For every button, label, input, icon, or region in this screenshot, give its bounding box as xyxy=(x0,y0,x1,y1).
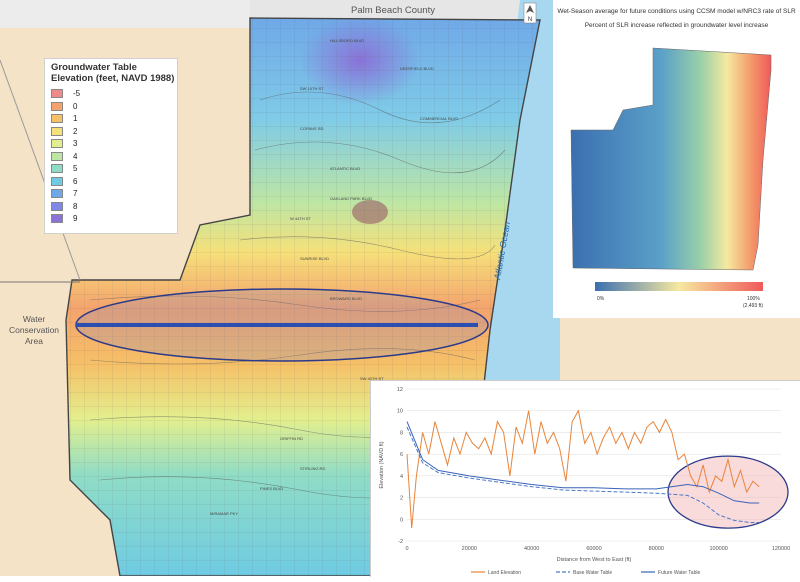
legend-label: 6 xyxy=(73,176,78,186)
legend-label: 0 xyxy=(73,101,78,111)
legend-swatch xyxy=(51,126,63,136)
legend-label: 8 xyxy=(73,201,78,211)
road-label: SW 10TH ST xyxy=(300,86,324,91)
x-tick-label: 100000 xyxy=(709,546,727,552)
series-line xyxy=(406,421,760,504)
legend-entry: 5 xyxy=(51,164,161,174)
y-tick-label: 4 xyxy=(400,474,403,480)
legend-label: -5 xyxy=(73,89,81,98)
legend: Groundwater Table Elevation (feet, NAVD … xyxy=(44,58,178,234)
y-tick-label: 2 xyxy=(400,496,403,502)
legend-entry: 6 xyxy=(51,176,161,187)
legend-entry: 4 xyxy=(51,151,161,162)
inset-title-2: Percent of SLR increase reflected in gro… xyxy=(584,22,769,29)
road-label: COPANS RD xyxy=(300,126,324,131)
conservation-label-2: Conservation xyxy=(9,325,59,335)
scale-max-label: 100% xyxy=(747,296,760,302)
inset-color-scale xyxy=(595,282,763,291)
x-tick-label: 80000 xyxy=(649,546,664,552)
x-tick-label: 40000 xyxy=(524,546,539,552)
x-tick-label: 60000 xyxy=(586,546,601,552)
road-label: ATLANTIC BLVD xyxy=(330,166,360,171)
series-line xyxy=(406,409,760,529)
y-tick-label: 8 xyxy=(400,430,403,436)
road-label: PINES BLVD xyxy=(260,486,283,491)
legend-swatch xyxy=(51,176,63,186)
legend-label: 9 xyxy=(73,214,78,223)
legend-label: 2 xyxy=(73,126,78,136)
road-label: OAKLAND PARK BLVD xyxy=(330,196,372,201)
legend-swatch xyxy=(51,89,63,98)
legend-entry: -5 xyxy=(51,89,161,99)
y-tick-label: 6 xyxy=(400,452,403,458)
legend-title: Groundwater Table Elevation (feet, NAVD … xyxy=(51,62,175,84)
inset-title-1: Wet-Season average for future conditions… xyxy=(557,8,796,15)
legend-label: Future Water Table xyxy=(658,570,700,576)
legend-label: Base Water Table xyxy=(573,570,612,576)
x-tick-label: 20000 xyxy=(462,546,477,552)
legend-label: 7 xyxy=(73,189,78,198)
legend-entry: 0 xyxy=(51,101,161,112)
legend-entry: 9 xyxy=(51,214,161,224)
road-label: GRIFFIN RD xyxy=(280,436,303,441)
inset-map[interactable]: 0% 100% (2.493 ft) xyxy=(553,0,800,318)
legend-swatch xyxy=(51,151,63,161)
legend-swatch xyxy=(51,114,63,123)
inset-panel: Wet-Season average for future conditions… xyxy=(553,0,800,318)
road-labels: HILLSBORO BLVD SW 10TH ST DEERFIELD BLVD CO… xyxy=(210,38,458,516)
county-label: Palm Beach County xyxy=(351,5,435,16)
legend-label: 1 xyxy=(73,114,78,123)
road-label: COMMERCIAL BLVD xyxy=(420,116,458,121)
road-label: BROWARD BLVD xyxy=(330,296,362,301)
legend-swatch xyxy=(51,139,63,148)
legend-label: 5 xyxy=(73,164,78,173)
road-label: STIRLING RD xyxy=(300,466,325,471)
road-label: SUNRISE BLVD xyxy=(300,256,329,261)
palm-beach-county-area xyxy=(250,0,550,20)
road-label: W 44TH ST xyxy=(290,216,311,221)
x-tick-label: 0 xyxy=(405,546,408,552)
legend-entry: 1 xyxy=(51,114,161,124)
y-axis-label: Elevation (NAVD ft) xyxy=(379,441,385,488)
north-arrow-icon: N xyxy=(523,2,537,24)
road-label: DEERFIELD BLVD xyxy=(400,66,434,71)
y-tick-label: -2 xyxy=(398,539,403,545)
y-tick-label: 10 xyxy=(397,409,403,415)
legend-swatch xyxy=(51,214,63,223)
legend-label: 3 xyxy=(73,139,78,148)
legend-entry: 8 xyxy=(51,201,161,212)
scale-max-sublabel: (2.493 ft) xyxy=(743,303,763,309)
y-tick-label: 0 xyxy=(400,517,403,523)
legend-label: Land Elevation xyxy=(488,570,521,576)
legend-swatch xyxy=(51,101,63,111)
legend-swatch xyxy=(51,164,63,173)
legend-entry: 7 xyxy=(51,189,161,199)
road-label: MIRAMAR PKY xyxy=(210,511,238,516)
road-label: HILLSBORO BLVD xyxy=(330,38,364,43)
x-axis-label: Distance from West to East (ft) xyxy=(557,557,632,563)
y-tick-label: 12 xyxy=(397,387,403,393)
svg-text:N: N xyxy=(528,17,532,23)
legend-entry: 2 xyxy=(51,126,161,137)
series-line xyxy=(406,426,760,523)
legend-entry: 3 xyxy=(51,139,161,149)
road-label: SW 40TH ST xyxy=(360,376,384,381)
scale-min-label: 0% xyxy=(597,296,605,302)
conservation-label-3: Area xyxy=(25,336,43,346)
x-tick-label: 120000 xyxy=(772,546,790,552)
cross-section-chart: -2 0 2 4 6 8 10 12 0 20000 40000 60000 80000 100000 12… xyxy=(370,380,800,577)
legend-swatch xyxy=(51,201,63,211)
inset-county-shape xyxy=(570,47,772,271)
legend-swatch xyxy=(51,189,63,198)
conservation-label-1: Water xyxy=(23,314,46,324)
coastal-highlight-ellipse xyxy=(667,455,789,529)
legend-label: 4 xyxy=(73,151,78,161)
